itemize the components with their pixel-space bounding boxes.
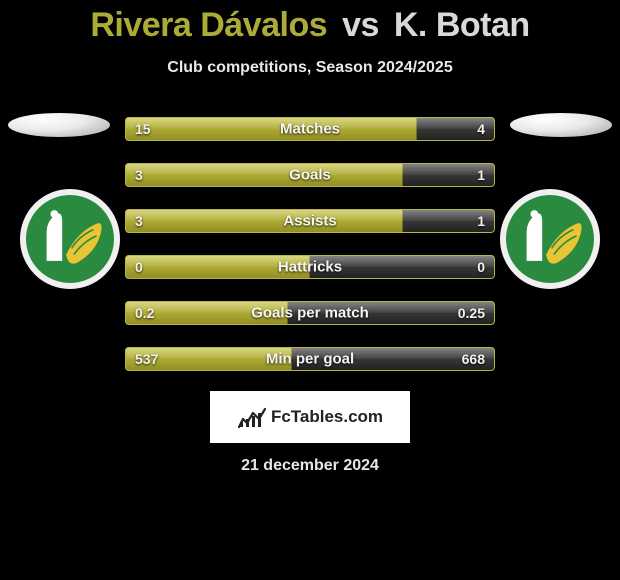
bar-value-left: 3 [135, 213, 143, 229]
comparison-title: Rivera Dávalos vs K. Botan [0, 0, 620, 45]
bar-fill-left [125, 209, 403, 233]
stat-bar: 3 1 Assists [125, 209, 495, 233]
club-badge-left [10, 189, 130, 289]
bar-fill-left [125, 117, 417, 141]
stat-bar: 0 0 Hattricks [125, 255, 495, 279]
subtitle: Club competitions, Season 2024/2025 [0, 59, 620, 77]
bar-label: Goals [289, 167, 331, 184]
fctables-chart-icon [237, 405, 267, 429]
bar-value-left: 0 [135, 259, 143, 275]
bar-value-right: 668 [462, 351, 485, 367]
bar-value-right: 4 [477, 121, 485, 137]
club-crest-icon [20, 189, 120, 289]
bar-value-left: 537 [135, 351, 158, 367]
ball-right [506, 113, 616, 137]
rugby-ball-icon [510, 113, 612, 137]
bar-fill-left [125, 163, 403, 187]
comparison-bars: 15 4 Matches 3 1 Goals 3 1 Assists 0 0 Hattricks 0.2… [125, 117, 495, 371]
bar-value-left: 0.2 [135, 305, 154, 321]
date-label: 21 december 2024 [0, 457, 620, 475]
stat-bar: 3 1 Goals [125, 163, 495, 187]
bar-label: Assists [283, 213, 336, 230]
bar-label: Matches [280, 121, 340, 138]
ball-left [4, 113, 114, 137]
stat-bar: 537 668 Min per goal [125, 347, 495, 371]
comparison-content: 15 4 Matches 3 1 Goals 3 1 Assists 0 0 Hattricks 0.2… [0, 117, 620, 371]
club-crest-icon [500, 189, 600, 289]
bar-label: Goals per match [251, 305, 369, 322]
bar-label: Hattricks [278, 259, 342, 276]
rugby-ball-icon [8, 113, 110, 137]
footer-logo: FcTables.com [210, 391, 410, 443]
bar-value-right: 0 [477, 259, 485, 275]
footer-brand-label: FcTables.com [271, 407, 383, 427]
vs-label: vs [342, 6, 379, 44]
bar-value-left: 15 [135, 121, 151, 137]
bar-value-left: 3 [135, 167, 143, 183]
player2-name: K. Botan [394, 6, 530, 44]
stat-bar: 15 4 Matches [125, 117, 495, 141]
club-badge-right [490, 189, 610, 289]
stat-bar: 0.2 0.25 Goals per match [125, 301, 495, 325]
bar-value-right: 1 [477, 167, 485, 183]
player1-name: Rivera Dávalos [90, 6, 327, 44]
bar-value-right: 1 [477, 213, 485, 229]
bar-value-right: 0.25 [458, 305, 485, 321]
bar-label: Min per goal [266, 351, 354, 368]
